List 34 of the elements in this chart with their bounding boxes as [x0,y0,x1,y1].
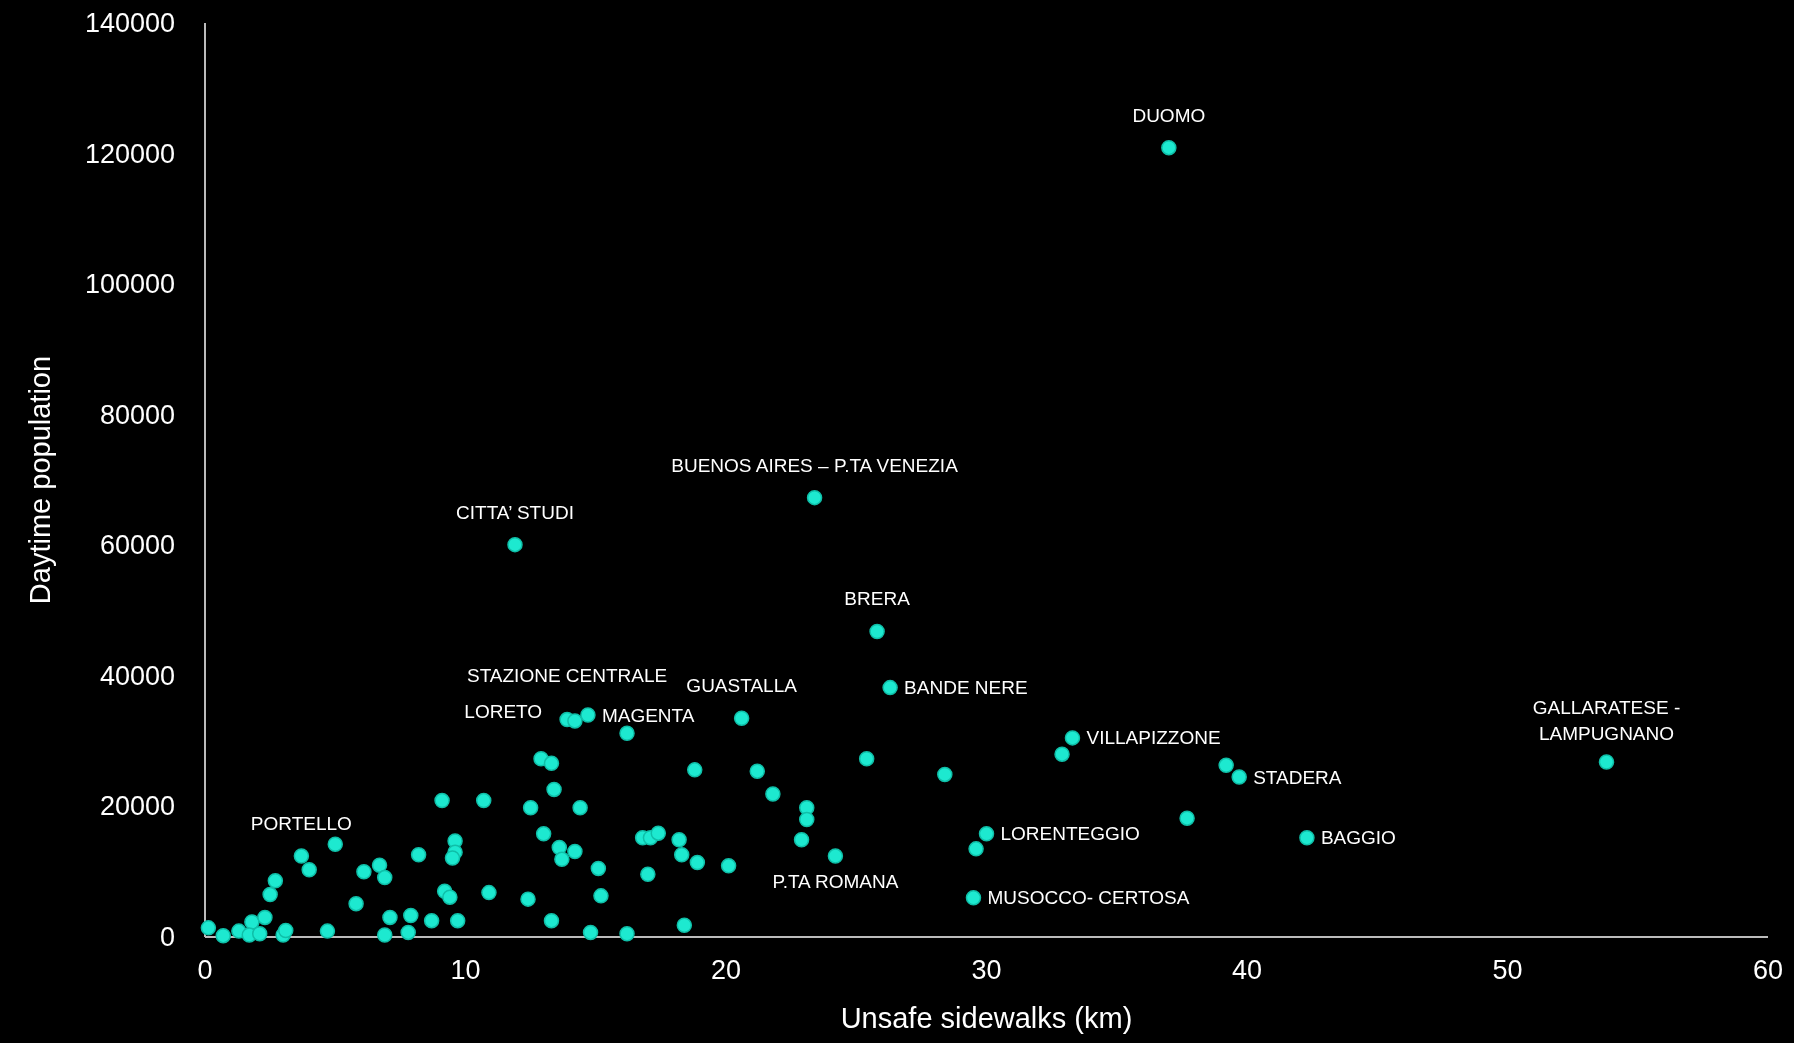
annotation: LORETO [464,701,543,723]
y-tick-label: 140000 [84,8,175,38]
x-tick-label: 0 [197,955,213,985]
x-tick-label: 40 [1231,955,1263,985]
x-tick-label: 60 [1752,955,1784,985]
x-tick-label: 30 [971,955,1002,985]
y-axis-title: Daytime population [24,355,56,605]
annotation: STAZIONE CENTRALE [466,664,668,686]
annotation: BANDE NERE [904,677,1028,699]
annotation: STADERA [1253,766,1342,788]
x-tick-label: 50 [1492,955,1523,985]
x-tick-label: 10 [450,955,481,985]
y-tick-label: 40000 [99,660,175,691]
annotation: CITTA’ STUDI [456,501,574,523]
annotation: P.TA ROMANA [772,871,899,893]
annotation: GUASTALLA [686,675,798,697]
y-tick-label: 20000 [99,791,175,822]
annotation: GALLARATESE - LAMPUGNANO [1532,697,1681,745]
annotation: MUSOCCO- CERTOSA [987,887,1190,909]
annotation: DUOMO [1132,104,1206,126]
y-tick-label: 0 [159,922,175,952]
annotation: BUENOS AIRES – P.TA VENEZIA [671,454,959,476]
y-tick-label: 60000 [99,530,175,561]
annotation: MAGENTA [601,704,695,726]
y-tick-label: 80000 [99,399,175,430]
annotation: PORTELLO [250,813,352,835]
annotation: BAGGIO [1320,827,1396,849]
y-tick-label: 100000 [84,269,175,300]
annotation: VILLAPIZZONE [1086,727,1221,749]
x-axis-title: Unsafe sidewalks (km) [840,1002,1133,1034]
x-tick-label: 20 [710,955,742,985]
annotation: BRERA [844,588,911,610]
y-tick-label: 120000 [84,138,175,169]
annotation: LORENTEGGIO [1000,823,1140,845]
